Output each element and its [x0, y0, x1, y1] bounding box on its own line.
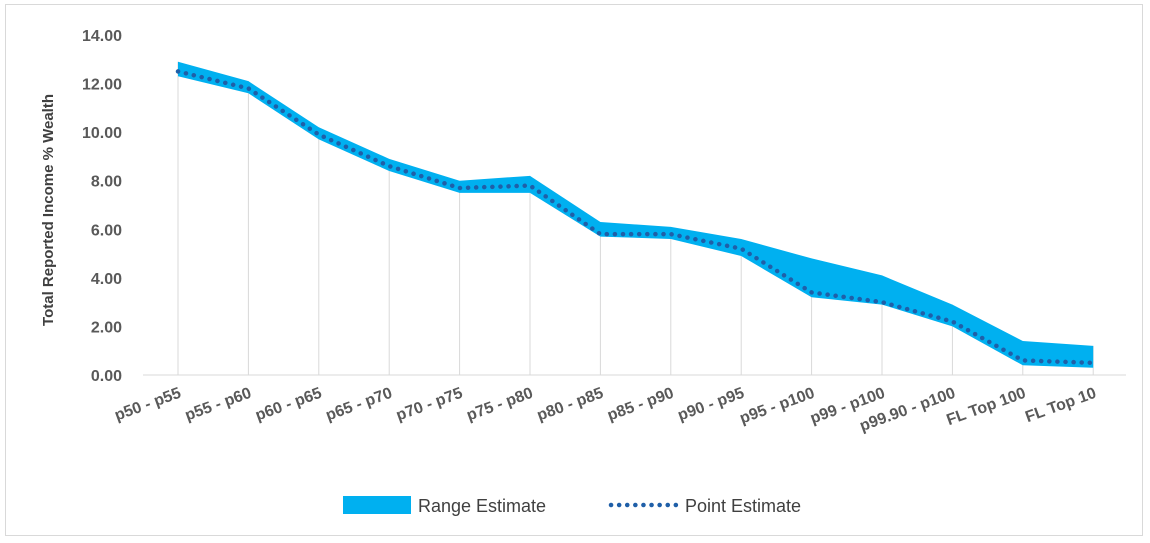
legend-label-point-estimate: Point Estimate	[685, 496, 801, 516]
x-tick-label: p90 - p95	[676, 385, 747, 425]
x-tick-label: FL Top 100	[944, 385, 1028, 429]
y-tick-label: 8.00	[91, 174, 122, 191]
x-tick-label: p80 - p85	[535, 385, 606, 425]
chart-frame	[5, 4, 1143, 536]
y-axis-title: Total Reported Income % Wealth	[40, 94, 57, 326]
x-tick-label: p65 - p70	[324, 385, 395, 425]
x-tick-label: p55 - p60	[183, 385, 254, 425]
x-tick-label: FL Top 10	[1023, 385, 1099, 426]
point-estimate-line	[175, 69, 1096, 366]
y-tick-label: 2.00	[91, 319, 122, 336]
legend: Range Estimate Point Estimate	[343, 496, 801, 516]
y-axis-ticks: 0.00 2.00 4.00 6.00 8.00 10.00 12.00 14.00	[82, 28, 122, 385]
x-tick-label: p75 - p80	[464, 385, 535, 425]
y-tick-label: 0.00	[91, 368, 122, 385]
y-tick-label: 4.00	[91, 271, 122, 288]
y-tick-label: 6.00	[91, 222, 122, 239]
x-axis-ticks: p50 - p55 p55 - p60 p60 - p65 p65 - p70 p70 …	[112, 385, 1098, 435]
x-tick-label: p95 - p100	[738, 385, 817, 428]
range-estimate-band	[178, 61, 1094, 368]
y-tick-label: 14.00	[82, 28, 122, 45]
legend-label-range-estimate: Range Estimate	[418, 496, 546, 516]
legend-swatch-range-estimate	[343, 496, 411, 514]
x-tick-label: p85 - p90	[605, 385, 676, 425]
y-tick-label: 12.00	[82, 77, 122, 94]
x-tick-label: p60 - p65	[253, 385, 324, 425]
x-tick-label: p50 - p55	[112, 385, 183, 425]
point-estimate-series	[175, 69, 1096, 366]
x-tick-label: p70 - p75	[394, 385, 465, 425]
y-tick-label: 10.00	[82, 125, 122, 142]
